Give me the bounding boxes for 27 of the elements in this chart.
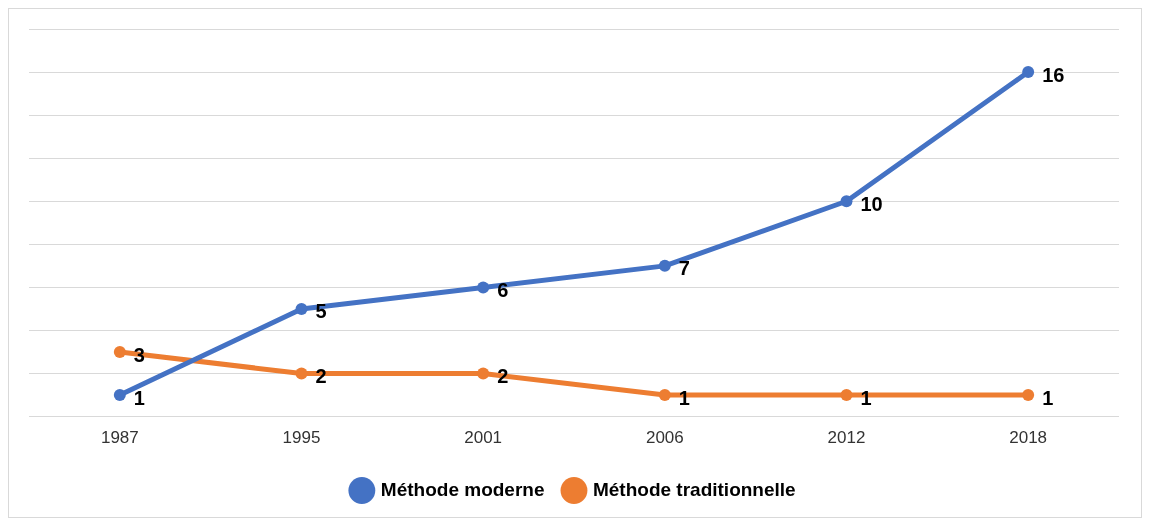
- x-tick-label: 1995: [282, 428, 321, 448]
- x-tick-label: 2006: [645, 428, 684, 448]
- data-label: 2: [497, 365, 509, 388]
- point: [477, 367, 490, 380]
- point: [840, 195, 853, 208]
- point: [113, 346, 126, 358]
- point: [840, 389, 853, 402]
- point: [477, 281, 490, 294]
- data-label: 3: [133, 343, 145, 366]
- data-label: 7: [678, 257, 690, 280]
- data-label: 10: [860, 192, 883, 215]
- point: [295, 302, 308, 315]
- legend-label: Méthode traditionnelle: [592, 478, 796, 500]
- data-label: 1: [133, 386, 145, 409]
- point: [1022, 66, 1035, 79]
- x-tick-label: 1987: [100, 428, 139, 448]
- point: [113, 389, 126, 402]
- point: [295, 367, 308, 380]
- legend-label: Méthode moderne: [380, 478, 545, 500]
- x-tick-label: 2018: [1009, 428, 1048, 448]
- point: [1022, 389, 1035, 402]
- data-label: 1: [1042, 386, 1054, 409]
- point: [658, 259, 671, 272]
- x-tick-label: 2001: [464, 428, 503, 448]
- data-label: 16: [1042, 63, 1065, 86]
- point: [658, 389, 671, 402]
- x-tick-label: 2012: [827, 428, 866, 448]
